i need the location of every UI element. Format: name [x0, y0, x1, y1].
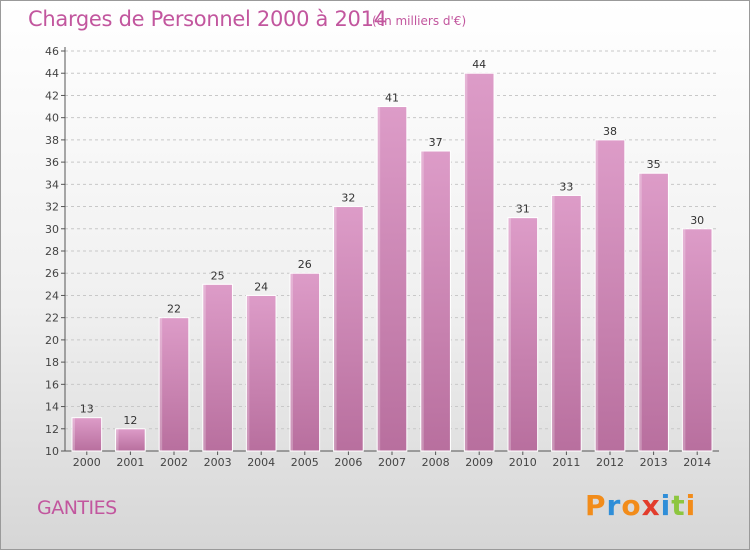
- commune-name: GANTIES: [37, 497, 117, 519]
- bar-highlight: [246, 295, 250, 451]
- bar-2005: [289, 272, 321, 452]
- bar-2012: [594, 139, 626, 452]
- chart-subtitle: (en milliers d'€): [372, 14, 467, 28]
- logo-letter: x: [641, 489, 661, 522]
- bar-highlight: [464, 73, 468, 451]
- bar-2003: [202, 283, 233, 452]
- proxiti-logo[interactable]: Proxiti: [585, 489, 696, 522]
- bar-highlight: [682, 228, 686, 451]
- y-tick-label: 42: [45, 89, 59, 102]
- x-tick-label-2000: 2000: [73, 456, 101, 469]
- data-label-2013: 35: [647, 158, 661, 171]
- x-tick-label-2005: 2005: [291, 456, 319, 469]
- y-tick-label: 46: [45, 45, 59, 58]
- bar-2014: [681, 228, 713, 452]
- y-tick-label: 32: [45, 201, 59, 214]
- data-label-2010: 31: [516, 203, 530, 216]
- bar-2000: [71, 417, 103, 452]
- data-label-2003: 25: [211, 269, 225, 282]
- x-tick-label-2003: 2003: [204, 456, 232, 469]
- bar-2007: [376, 106, 408, 452]
- data-label-2011: 33: [559, 180, 573, 193]
- data-label-2004: 24: [254, 280, 268, 293]
- data-label-2014: 30: [690, 214, 704, 227]
- data-label-2001: 12: [123, 414, 137, 427]
- bars: [71, 72, 713, 452]
- bar-2008: [420, 150, 451, 452]
- data-label-2002: 22: [167, 303, 181, 316]
- x-tick-label-2001: 2001: [116, 456, 144, 469]
- data-label-2012: 38: [603, 125, 617, 138]
- logo-letter: i: [685, 489, 697, 522]
- y-tick-label: 28: [45, 245, 59, 258]
- bar-highlight: [595, 139, 599, 451]
- y-tick-label: 44: [45, 67, 59, 80]
- y-tick-label: 24: [45, 289, 59, 302]
- bar-highlight: [289, 273, 293, 451]
- bar-highlight: [420, 151, 424, 451]
- logo-letter: P: [585, 489, 607, 522]
- x-tick-label-2013: 2013: [640, 456, 668, 469]
- bar-highlight: [159, 317, 163, 451]
- bar-highlight: [333, 206, 337, 451]
- data-label-2005: 26: [298, 258, 312, 271]
- bar-2011: [551, 194, 582, 452]
- y-tick-label: 26: [45, 267, 59, 280]
- bar-2006: [333, 206, 364, 452]
- y-tick-label: 18: [45, 356, 59, 369]
- bar-highlight: [71, 417, 75, 451]
- x-tick-label-2011: 2011: [552, 456, 580, 469]
- logo-letter: r: [606, 489, 622, 522]
- bar-2002: [158, 317, 190, 452]
- y-tick-label: 20: [45, 334, 59, 347]
- logo-letter: t: [671, 489, 686, 522]
- x-tick-label-2012: 2012: [596, 456, 624, 469]
- y-tick-label: 14: [45, 401, 59, 414]
- logo-letter: o: [621, 489, 642, 522]
- bar-highlight: [202, 284, 206, 451]
- bar-2001: [115, 428, 146, 452]
- bar-2013: [638, 172, 669, 452]
- y-tick-label: 16: [45, 378, 59, 391]
- y-tick-label: 36: [45, 156, 59, 169]
- labels: 13 2000 12 2001 22 2002 25 2003 24 2004 26 2005 32 20…: [73, 58, 711, 469]
- x-tick-label-2002: 2002: [160, 456, 188, 469]
- data-label-2006: 32: [341, 192, 355, 205]
- y-tick-label: 10: [45, 445, 59, 458]
- bar-2009: [463, 72, 495, 452]
- data-label-2009: 44: [472, 58, 486, 71]
- y-tick-label: 38: [45, 134, 59, 147]
- y-tick-label: 22: [45, 312, 59, 325]
- chart-title: Charges de Personnel 2000 à 2014: [28, 7, 387, 31]
- data-label-2000: 13: [80, 403, 94, 416]
- x-tick-label-2009: 2009: [465, 456, 493, 469]
- bar-highlight: [638, 173, 642, 451]
- x-tick-label-2010: 2010: [509, 456, 537, 469]
- logo-letter: i: [660, 489, 672, 522]
- x-tick-label-2007: 2007: [378, 456, 406, 469]
- bar-highlight: [551, 195, 555, 451]
- bar-2004: [245, 294, 277, 452]
- bar-highlight: [507, 217, 511, 451]
- y-tick-label: 34: [45, 178, 59, 191]
- data-label-2008: 37: [429, 136, 443, 149]
- y-tick-label: 12: [45, 423, 59, 436]
- bar-2010: [507, 217, 539, 452]
- y-tick-label: 40: [45, 112, 59, 125]
- bar-highlight: [115, 428, 119, 451]
- data-label-2007: 41: [385, 92, 399, 105]
- x-tick-label-2004: 2004: [247, 456, 275, 469]
- x-tick-label-2008: 2008: [422, 456, 450, 469]
- x-tick-label-2014: 2014: [683, 456, 711, 469]
- y-tick-label: 30: [45, 223, 59, 236]
- x-tick-label-2006: 2006: [334, 456, 362, 469]
- bar-highlight: [377, 106, 381, 452]
